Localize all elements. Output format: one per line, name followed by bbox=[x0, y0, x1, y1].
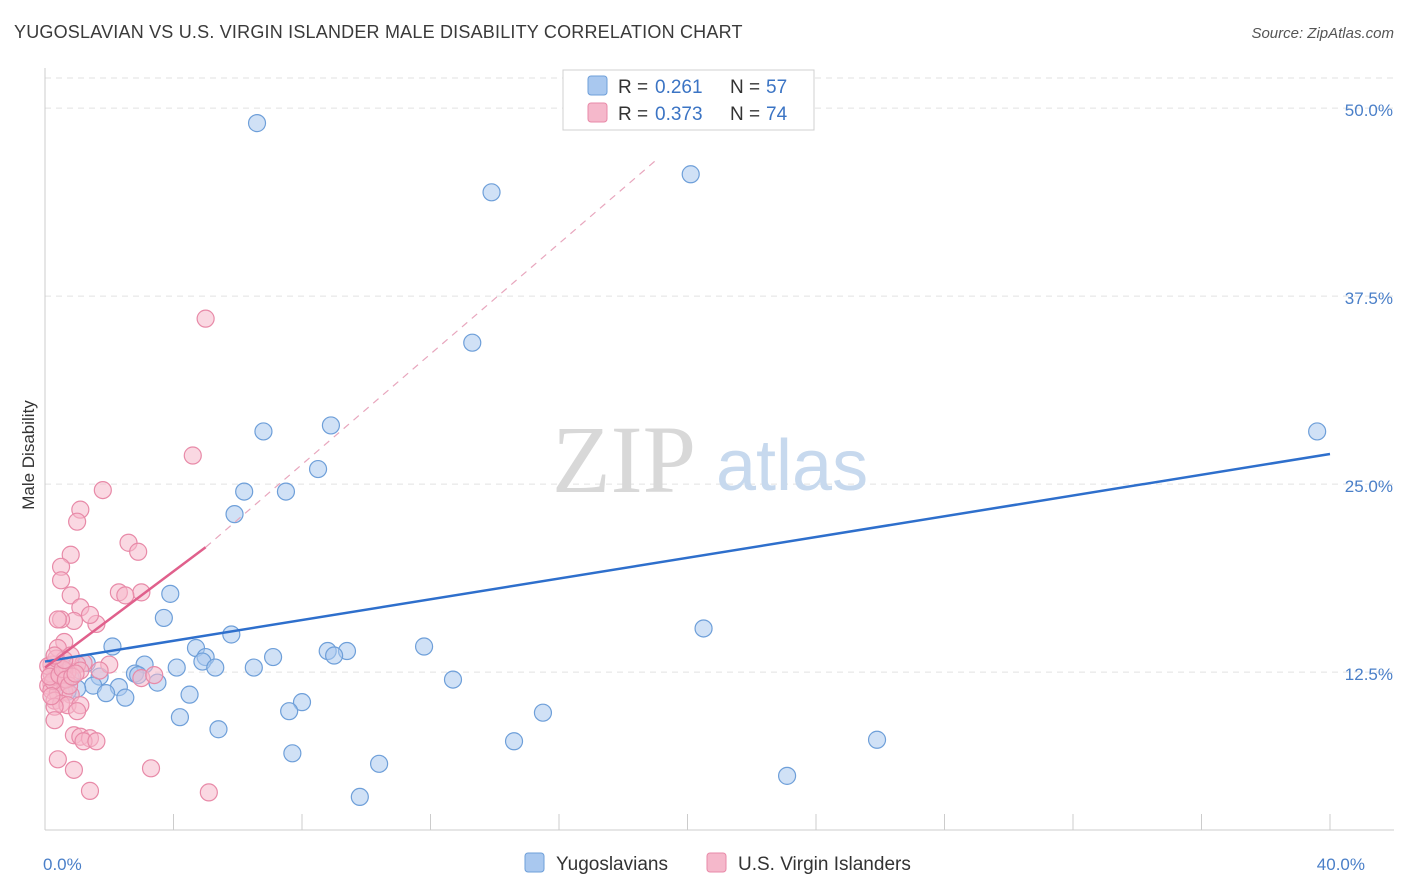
x-tick-label: 0.0% bbox=[43, 855, 82, 874]
point-virgin-islanders bbox=[64, 760, 84, 779]
grid-layer bbox=[45, 77, 1394, 673]
legend-swatch-virgin-islanders bbox=[587, 102, 608, 123]
legend-swatch-yugoslavians bbox=[587, 75, 608, 96]
watermark-zip: ZIP bbox=[552, 406, 696, 513]
bottom-legend-swatch-virgin-islanders bbox=[706, 852, 727, 873]
point-yugoslavians bbox=[504, 732, 524, 751]
series-virgin-islanders bbox=[39, 309, 218, 802]
point-virgin-islanders bbox=[141, 759, 161, 778]
point-virgin-islanders bbox=[61, 586, 80, 605]
chart-title: YUGOSLAVIAN VS U.S. VIRGIN ISLANDER MALE… bbox=[14, 22, 743, 42]
point-yugoslavians bbox=[283, 744, 302, 763]
point-yugoslavians bbox=[777, 766, 797, 785]
point-yugoslavians bbox=[280, 702, 299, 721]
point-virgin-islanders bbox=[116, 586, 135, 605]
y-tick-label: 50.0% bbox=[1345, 101, 1393, 120]
bottom-legend-label-yugoslavians: Yugoslavians bbox=[556, 854, 668, 875]
point-virgin-islanders bbox=[68, 512, 87, 531]
point-virgin-islanders bbox=[196, 309, 215, 328]
point-virgin-islanders bbox=[45, 711, 64, 730]
point-yugoslavians bbox=[247, 114, 267, 133]
point-yugoslavians bbox=[292, 693, 312, 712]
point-virgin-islanders bbox=[145, 665, 164, 685]
point-yugoslavians bbox=[222, 625, 241, 644]
legend-n-value-1: 74 bbox=[766, 104, 788, 125]
y-tick-label: 12.5% bbox=[1345, 665, 1393, 684]
point-yugoslavians bbox=[161, 584, 180, 603]
series-layer bbox=[39, 114, 1327, 807]
point-yugoslavians bbox=[533, 703, 553, 722]
point-virgin-islanders bbox=[68, 702, 87, 721]
trendline-virgin-islanders-extension bbox=[205, 160, 656, 548]
point-yugoslavians bbox=[206, 658, 225, 677]
point-virgin-islanders bbox=[48, 750, 67, 769]
point-yugoslavians bbox=[263, 647, 283, 667]
trendline-yugoslavians bbox=[44, 452, 1331, 663]
point-yugoslavians bbox=[370, 754, 389, 773]
point-yugoslavians bbox=[325, 646, 344, 665]
point-yugoslavians bbox=[463, 333, 482, 352]
bottom-legend-swatch-yugoslavians bbox=[524, 852, 545, 873]
trendline-virgin-islanders bbox=[44, 546, 207, 669]
point-yugoslavians bbox=[414, 637, 434, 656]
legend-r-value-0: 0.261 bbox=[655, 77, 703, 98]
point-yugoslavians bbox=[96, 684, 116, 703]
point-virgin-islanders bbox=[90, 661, 109, 680]
point-virgin-islanders bbox=[51, 571, 71, 590]
source-label: Source: ZipAtlas.com bbox=[1251, 25, 1394, 42]
x-tick-label: 40.0% bbox=[1317, 855, 1365, 874]
tick-label-layer: 12.5% 25.0% 37.5% 50.0% 0.0% 40.0% bbox=[43, 101, 1393, 874]
legend-r-label-0: R = bbox=[618, 77, 648, 98]
point-virgin-islanders bbox=[48, 610, 67, 629]
legend-n-label-0: N = bbox=[730, 77, 760, 98]
point-virgin-islanders bbox=[61, 545, 80, 564]
point-virgin-islanders bbox=[42, 687, 61, 706]
watermark: ZIP atlas bbox=[552, 406, 868, 513]
point-yugoslavians bbox=[681, 165, 700, 184]
point-virgin-islanders bbox=[80, 605, 100, 625]
legend-r-label-1: R = bbox=[618, 104, 648, 125]
point-yugoslavians bbox=[276, 482, 296, 501]
point-yugoslavians bbox=[180, 685, 199, 704]
point-virgin-islanders bbox=[129, 542, 148, 561]
point-yugoslavians bbox=[321, 416, 341, 435]
point-virgin-islanders bbox=[93, 480, 112, 500]
point-yugoslavians bbox=[308, 459, 328, 479]
point-yugoslavians bbox=[867, 730, 887, 749]
point-yugoslavians bbox=[225, 505, 244, 524]
point-virgin-islanders bbox=[183, 446, 202, 465]
point-yugoslavians bbox=[170, 708, 190, 727]
trend-layer bbox=[44, 160, 1331, 669]
point-yugoslavians bbox=[244, 658, 263, 677]
y-tick-label: 37.5% bbox=[1345, 289, 1393, 308]
point-yugoslavians bbox=[694, 619, 713, 638]
point-yugoslavians bbox=[1308, 422, 1327, 441]
point-yugoslavians bbox=[254, 422, 273, 441]
point-yugoslavians bbox=[482, 183, 501, 202]
point-yugoslavians bbox=[116, 688, 135, 707]
point-virgin-islanders bbox=[87, 732, 106, 751]
point-yugoslavians bbox=[350, 787, 369, 807]
legend-r-value-1: 0.373 bbox=[655, 104, 703, 125]
point-virgin-islanders bbox=[80, 781, 100, 800]
point-yugoslavians bbox=[209, 720, 228, 739]
watermark-atlas: atlas bbox=[716, 426, 868, 506]
bottom-legend: Yugoslavians U.S. Virgin Islanders bbox=[524, 852, 911, 875]
axis-layer bbox=[44, 68, 1394, 831]
legend-n-label-1: N = bbox=[730, 104, 760, 125]
y-axis-label: Male Disability bbox=[19, 400, 38, 510]
point-virgin-islanders bbox=[66, 664, 85, 683]
point-virgin-islanders bbox=[199, 783, 218, 802]
point-yugoslavians bbox=[235, 482, 254, 501]
bottom-legend-label-virgin-islanders: U.S. Virgin Islanders bbox=[738, 854, 911, 875]
y-tick-label: 25.0% bbox=[1345, 477, 1393, 496]
legend-n-value-0: 57 bbox=[766, 77, 787, 98]
legend-box: R = 0.261 N = 57 R = 0.373 N = 74 bbox=[562, 69, 815, 131]
point-yugoslavians bbox=[154, 608, 173, 628]
point-yugoslavians bbox=[443, 670, 463, 689]
point-yugoslavians bbox=[167, 658, 186, 677]
